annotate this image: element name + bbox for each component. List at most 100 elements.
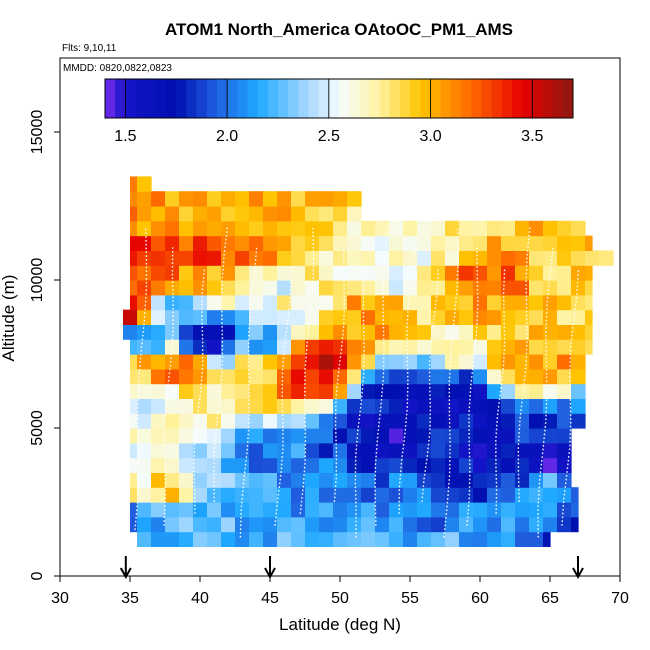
- heatmap-cell: [277, 442, 292, 459]
- heatmap-cell: [403, 383, 418, 399]
- heatmap-cell: [207, 235, 222, 251]
- heatmap-cell: [459, 502, 474, 518]
- flight-track: [133, 226, 148, 538]
- heatmap-cell: [165, 442, 180, 459]
- heatmap-cell: [277, 487, 292, 503]
- heatmap-cell: [375, 324, 390, 340]
- heatmap-cell: [151, 383, 166, 399]
- heatmap-cell: [585, 339, 593, 355]
- heatmap-cell: [487, 502, 502, 518]
- heatmap-cell: [249, 472, 264, 488]
- heatmap-cell: [130, 428, 138, 444]
- heatmap-cell: [221, 368, 236, 385]
- heatmap-cell: [207, 309, 222, 325]
- heatmap-cell: [375, 339, 390, 355]
- heatmap-cell: [277, 457, 292, 473]
- heatmap-cell: [249, 398, 264, 414]
- heatmap-cell: [417, 265, 432, 281]
- heatmap-cell: [207, 280, 222, 296]
- heatmap-cell: [305, 442, 320, 459]
- heatmap-cell: [459, 354, 474, 370]
- heatmap-cell: [249, 368, 264, 385]
- heatmap-cell: [249, 324, 264, 340]
- heatmap-cell: [221, 324, 236, 340]
- heatmap-cell: [431, 442, 446, 459]
- heatmap-cell: [165, 472, 180, 488]
- heatmap-cell: [165, 191, 180, 207]
- heatmap-cell: [193, 354, 208, 370]
- heatmap-cell: [571, 502, 579, 518]
- heatmap-cell: [347, 368, 362, 385]
- colorbar-swatch: [369, 79, 381, 118]
- heatmap-cell: [473, 472, 488, 488]
- heatmap-cell: [347, 472, 362, 488]
- heatmap-cell: [473, 324, 488, 340]
- heatmap-cell: [305, 516, 320, 533]
- heatmap-cell: [193, 250, 208, 266]
- heatmap-cell: [221, 502, 236, 518]
- heatmap-cell: [487, 354, 502, 370]
- heatmap-cell: [151, 413, 166, 429]
- heatmap-cell: [333, 250, 348, 266]
- heatmap-cell: [543, 487, 558, 503]
- heatmap-cell: [165, 457, 180, 473]
- heatmap-cell: [305, 531, 320, 547]
- heatmap-cell: [557, 442, 572, 459]
- heatmap-cell: [207, 250, 222, 266]
- colorbar-swatch: [298, 79, 309, 118]
- colorbar-swatch: [339, 79, 350, 118]
- heatmap-cell: [515, 280, 530, 296]
- heatmap-cell: [305, 191, 320, 207]
- heatmap-cell: [249, 531, 264, 547]
- heatmap-cell: [403, 339, 418, 355]
- heatmap-cell: [389, 383, 404, 399]
- heatmap-cell: [557, 428, 572, 444]
- heatmap-cell: [305, 206, 320, 222]
- heatmap-cell: [557, 309, 572, 325]
- heatmap-cell: [333, 383, 348, 399]
- heatmap-cell: [347, 457, 362, 473]
- heatmap-cell: [319, 383, 334, 399]
- colorbar-swatch: [522, 79, 533, 118]
- heatmap-cell: [459, 442, 474, 459]
- colorbar-swatch: [186, 79, 198, 118]
- heatmap-cell: [305, 265, 320, 281]
- heatmap-cell: [333, 280, 348, 296]
- heatmap-cell: [207, 487, 222, 503]
- heatmap-cell: [235, 516, 250, 533]
- heatmap-cell: [487, 250, 502, 266]
- heatmap-cell: [375, 472, 390, 488]
- heatmap-cell: [459, 398, 474, 414]
- heatmap-cell: [571, 220, 586, 237]
- heatmap-cell: [235, 280, 250, 296]
- heatmap-cell: [151, 457, 166, 473]
- heatmap-cell: [585, 250, 600, 266]
- x-tick-label: 60: [471, 590, 489, 607]
- heatmap-cell: [347, 206, 362, 222]
- heatmap-cell: [417, 383, 432, 399]
- heatmap-cell: [235, 294, 250, 311]
- heatmap-cell: [291, 457, 306, 473]
- heatmap-cell: [291, 280, 306, 296]
- heatmap-cell: [599, 250, 614, 266]
- heatmap-cell: [571, 354, 586, 370]
- heatmap-cell: [277, 383, 292, 399]
- heatmap-cell: [249, 354, 264, 370]
- heatmap-cell: [347, 280, 362, 296]
- heatmap-cell: [291, 368, 306, 385]
- heatmap-cell: [179, 265, 194, 281]
- heatmap-cell: [305, 428, 320, 444]
- colorbar-frame: [104, 78, 574, 119]
- heatmap-cell: [333, 235, 348, 251]
- heatmap-cell: [515, 442, 530, 459]
- heatmap-cell: [445, 280, 460, 296]
- heatmap-cell: [319, 250, 334, 266]
- heatmap-cell: [501, 368, 516, 385]
- heatmap-cell: [487, 324, 502, 340]
- heatmap-cell: [529, 294, 544, 311]
- heatmap-cell: [291, 398, 306, 414]
- heatmap-cell: [389, 413, 404, 429]
- heatmap-cell: [361, 472, 376, 488]
- heatmap-cell: [179, 309, 194, 325]
- heatmap-cell: [417, 220, 432, 237]
